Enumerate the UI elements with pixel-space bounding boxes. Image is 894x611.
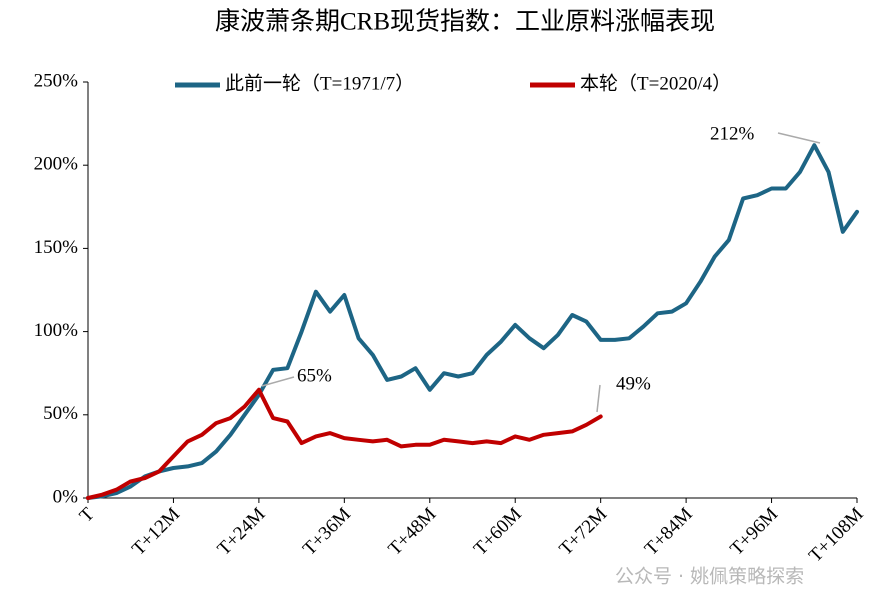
x-tick-label: T — [76, 503, 99, 526]
annotation-leader — [777, 132, 821, 144]
x-tick-label: T+12M — [128, 504, 184, 560]
series-line — [86, 143, 859, 500]
annotation: 212% — [710, 123, 755, 144]
legend-label: 本轮（T=2020/4） — [580, 72, 731, 94]
x-tick-label: T+108M — [805, 504, 868, 567]
x-tick-label: T+72M — [555, 504, 611, 560]
annotation-leader — [596, 384, 601, 413]
annotation: 49% — [616, 373, 651, 394]
x-tick-label: T+36M — [299, 504, 355, 560]
x-tick-label: T+48M — [384, 504, 440, 560]
annotation: 65% — [297, 365, 332, 386]
watermark: 公众号 · 姚佩策略探索 — [615, 566, 804, 588]
legend-label: 此前一轮（T=1971/7） — [225, 72, 414, 94]
y-tick-label: 0% — [53, 486, 79, 507]
y-tick-label: 50% — [43, 403, 78, 424]
y-tick-label: 200% — [34, 154, 79, 175]
chart-title: 康波萧条期CRB现货指数：工业原料涨幅表现 — [215, 8, 715, 36]
y-tick-label: 250% — [34, 70, 79, 91]
x-tick-label: T+96M — [726, 504, 782, 560]
x-tick-label: T+84M — [641, 504, 697, 560]
x-tick-label: T+24M — [213, 504, 269, 560]
annotation-leader — [261, 376, 295, 387]
x-tick-label: T+60M — [470, 504, 526, 560]
y-tick-label: 150% — [34, 237, 79, 258]
series-line — [86, 387, 603, 500]
y-tick-label: 100% — [34, 320, 79, 341]
